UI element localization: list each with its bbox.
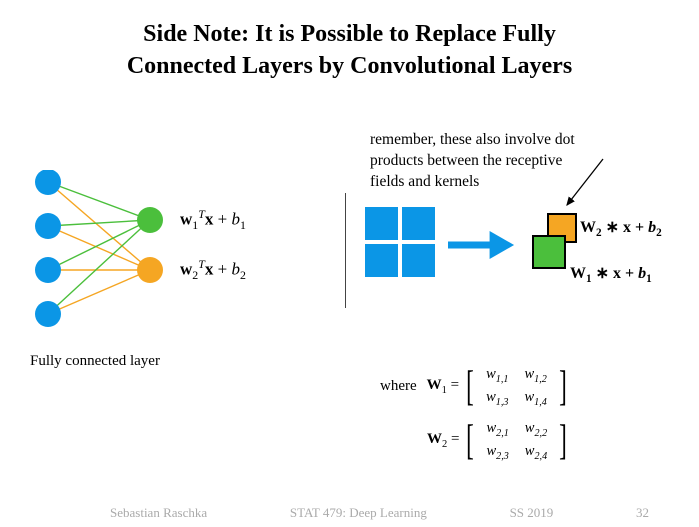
slide-footer: Sebastian Raschka STAT 479: Deep Learnin… xyxy=(0,505,699,521)
title-line1: Side Note: It is Possible to Replace Ful… xyxy=(0,18,699,50)
footer-course: STAT 479: Deep Learning xyxy=(290,505,427,521)
matrix-w2-row: W2 = [ w2,1w2,2w2,3w2,4 ] xyxy=(427,417,570,465)
diagram-area: w1Tx + b1 w2Tx + b2 Fully connected laye… xyxy=(0,135,699,465)
w1-matrix: w1,1w1,2w1,3w1,4 xyxy=(477,363,556,411)
footer-page: 32 xyxy=(636,505,649,521)
matrix-prefix: where xyxy=(380,378,417,395)
footer-term: SS 2019 xyxy=(510,505,554,521)
kernel-green xyxy=(532,235,566,269)
w2-matrix: w2,1w2,2w2,3w2,4 xyxy=(477,417,556,465)
bracket-close-icon: ] xyxy=(559,420,567,462)
bracket-close-icon: ] xyxy=(559,366,567,408)
matrix-w1-row: where W1 = [ w1,1w1,2w1,3w1,4 ] xyxy=(380,363,570,411)
footer-author: Sebastian Raschka xyxy=(110,505,207,521)
conv-formula-top: W2 ∗ x + b2 xyxy=(580,217,662,239)
bracket-open-icon: [ xyxy=(466,366,474,408)
slide-title: Side Note: It is Possible to Replace Ful… xyxy=(0,0,699,83)
bracket-open-icon: [ xyxy=(467,420,475,462)
title-line2: Connected Layers by Convolutional Layers xyxy=(0,50,699,82)
w1-label: W1 = xyxy=(427,377,459,396)
w2-label: W2 = xyxy=(427,431,459,450)
conv-formula-bottom: W1 ∗ x + b1 xyxy=(570,263,652,285)
conv-arrow xyxy=(0,135,699,465)
